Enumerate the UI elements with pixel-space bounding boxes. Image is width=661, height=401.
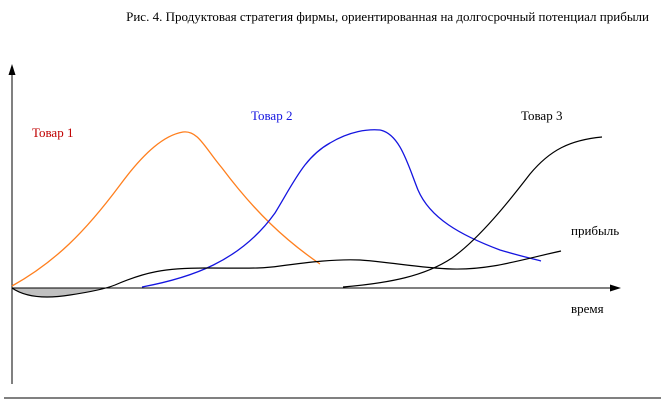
time-axis-label: время [571,301,604,316]
product1-label: Товар 1 [32,125,73,140]
product3-label: Товар 3 [521,108,562,123]
product2-curve [141,129,542,288]
y-axis-arrow-icon [8,64,16,75]
product1-curve [11,131,321,287]
profit-curve [11,250,562,298]
figure-caption: Рис. 4. Продуктовая стратегия фирмы, ори… [126,9,649,24]
profit-label: прибыль [571,223,619,238]
x-axis-arrow-icon [610,284,621,292]
product3-curve [342,136,603,288]
product2-label: Товар 2 [251,108,292,123]
loss-area [12,288,108,297]
